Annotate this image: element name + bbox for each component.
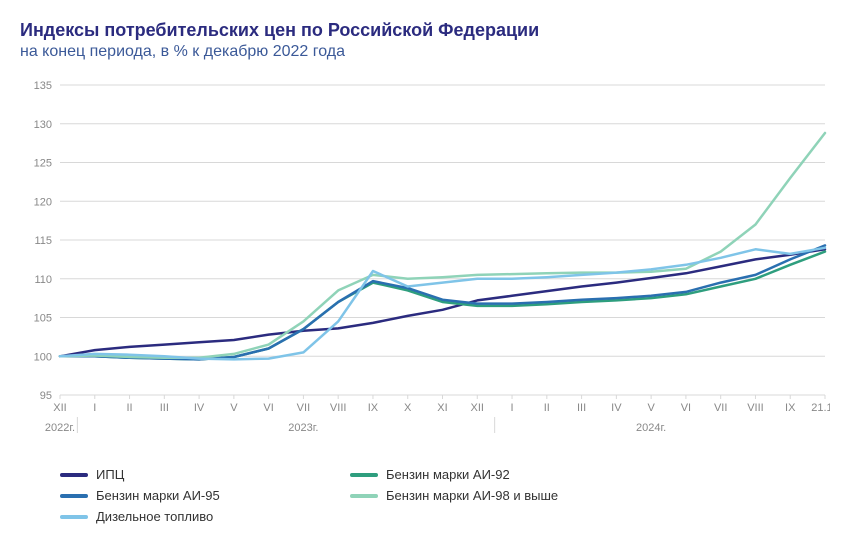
svg-text:XI: XI (437, 402, 447, 414)
legend-label: Бензин марки АИ-95 (96, 488, 220, 503)
legend-item: Бензин марки АИ-98 и выше (350, 488, 600, 503)
svg-text:100: 100 (34, 351, 52, 363)
legend: ИПЦ Бензин марки АИ-92 Бензин марки АИ-95 Б… (20, 455, 830, 524)
svg-text:2023г.: 2023г. (288, 422, 318, 434)
legend-swatch (350, 494, 378, 498)
svg-text:120: 120 (34, 196, 52, 208)
svg-text:IX: IX (368, 402, 379, 414)
svg-text:110: 110 (34, 274, 52, 286)
legend-label: ИПЦ (96, 467, 124, 482)
legend-label: Бензин марки АИ-98 и выше (386, 488, 558, 503)
svg-text:130: 130 (34, 119, 52, 131)
svg-text:I: I (511, 402, 514, 414)
legend-label: Бензин марки АИ-92 (386, 467, 510, 482)
svg-text:IX: IX (785, 402, 796, 414)
svg-text:III: III (160, 402, 169, 414)
chart-container: 95100105110115120125130135XIIIIIIIIIVVVI… (20, 75, 830, 455)
svg-text:I: I (93, 402, 96, 414)
svg-text:IV: IV (611, 402, 622, 414)
svg-text:V: V (647, 402, 655, 414)
svg-text:II: II (544, 402, 550, 414)
svg-text:115: 115 (34, 235, 52, 247)
legend-swatch (60, 494, 88, 498)
chart-subtitle: на конец периода, в % к декабрю 2022 год… (20, 43, 830, 61)
legend-item: Дизельное топливо (60, 509, 310, 524)
svg-text:X: X (404, 402, 412, 414)
svg-text:105: 105 (34, 313, 52, 325)
svg-text:VIII: VIII (747, 402, 764, 414)
svg-text:VII: VII (714, 402, 727, 414)
svg-text:II: II (126, 402, 132, 414)
chart-title: Индексы потребительских цен по Российско… (20, 20, 830, 41)
line-chart: 95100105110115120125130135XIIIIIIIIIVVVI… (20, 75, 830, 455)
svg-text:95: 95 (40, 390, 52, 402)
legend-swatch (350, 473, 378, 477)
svg-text:125: 125 (34, 158, 52, 170)
svg-text:VI: VI (263, 402, 273, 414)
svg-text:III: III (577, 402, 586, 414)
legend-label: Дизельное топливо (96, 509, 213, 524)
svg-text:2024г.: 2024г. (636, 422, 666, 434)
svg-text:2022г.: 2022г. (45, 422, 75, 434)
svg-text:VI: VI (681, 402, 691, 414)
legend-item: ИПЦ (60, 467, 310, 482)
svg-text:VII: VII (297, 402, 310, 414)
legend-item: Бензин марки АИ-95 (60, 488, 310, 503)
svg-text:135: 135 (34, 80, 52, 92)
legend-swatch (60, 473, 88, 477)
svg-text:XII: XII (471, 402, 484, 414)
svg-text:IV: IV (194, 402, 205, 414)
svg-text:21.10: 21.10 (811, 402, 830, 414)
svg-text:XII: XII (53, 402, 66, 414)
legend-swatch (60, 515, 88, 519)
legend-item: Бензин марки АИ-92 (350, 467, 600, 482)
svg-text:VIII: VIII (330, 402, 347, 414)
svg-text:V: V (230, 402, 238, 414)
